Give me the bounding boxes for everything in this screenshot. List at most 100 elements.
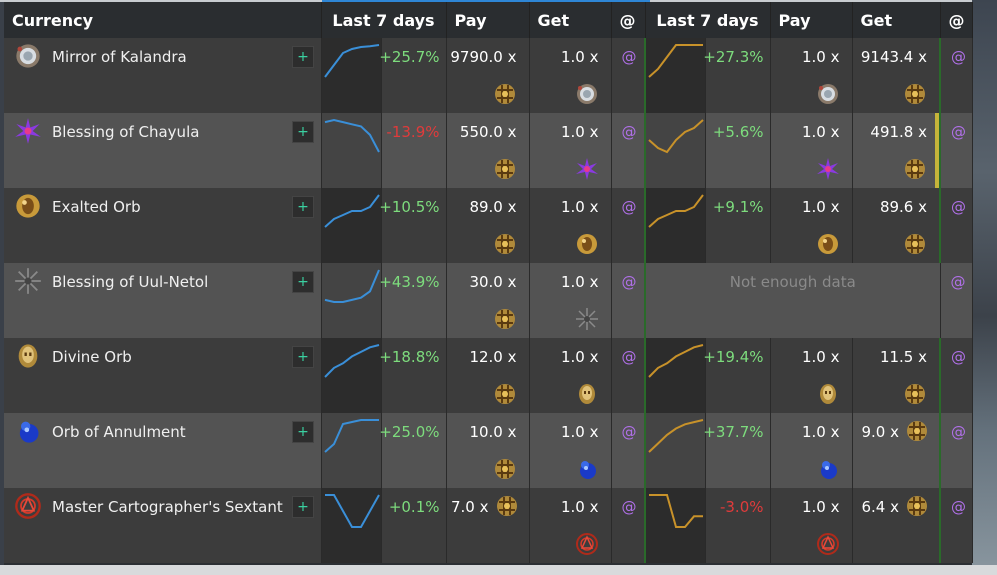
- right-at-cell[interactable]: @: [940, 113, 973, 188]
- tab-indicator: [0, 0, 972, 2]
- right-whisper-link[interactable]: @: [951, 198, 966, 216]
- left-at-cell[interactable]: @: [611, 488, 646, 563]
- left-sparkline: [324, 269, 380, 303]
- left-whisper-link[interactable]: @: [621, 348, 637, 366]
- left-whisper-link[interactable]: @: [621, 273, 637, 291]
- right-whisper-link[interactable]: @: [950, 273, 966, 291]
- mirror-icon: [816, 82, 840, 106]
- exalted-orb-icon: [575, 232, 599, 256]
- left-whisper-link[interactable]: @: [621, 423, 637, 441]
- right-whisper-link[interactable]: @: [951, 48, 966, 66]
- header-at-right[interactable]: @: [940, 2, 973, 38]
- currency-name[interactable]: Blessing of Uul-Netol: [52, 273, 209, 291]
- header-pay-right[interactable]: Pay: [770, 2, 853, 38]
- chaos-orb-icon: [903, 157, 927, 181]
- left-get-value: 1.0 x: [561, 123, 599, 141]
- left-trend-value: +25.7%: [379, 48, 440, 66]
- left-trend-cell: -13.9%: [381, 113, 447, 188]
- left-whisper-link[interactable]: @: [621, 48, 637, 66]
- left-trend-cell: +10.5%: [379, 188, 447, 263]
- currency-cell[interactable]: Exalted Orb +: [4, 188, 322, 263]
- table-row[interactable]: Blessing of Uul-Netol + +43.9% 30.0 x 1.0 x…: [4, 263, 973, 338]
- add-currency-button[interactable]: +: [292, 121, 314, 143]
- table-row[interactable]: Divine Orb + +18.8% 12.0 x 1.0 x @ +19.4% 1.0 …: [4, 338, 973, 413]
- add-currency-button[interactable]: +: [292, 271, 314, 293]
- currency-cell[interactable]: Mirror of Kalandra +: [4, 38, 322, 113]
- header-at-left[interactable]: @: [611, 2, 646, 38]
- add-currency-button[interactable]: +: [292, 346, 314, 368]
- left-sparkline: [323, 44, 379, 78]
- left-trend-value: -13.9%: [386, 123, 440, 141]
- currency-name[interactable]: Mirror of Kalandra: [52, 48, 187, 66]
- left-trend-value: +43.9%: [379, 273, 440, 291]
- header-get-right[interactable]: Get: [852, 2, 941, 38]
- right-whisper-link[interactable]: @: [951, 498, 966, 516]
- right-at-cell[interactable]: @: [940, 338, 973, 413]
- currency-cell[interactable]: Blessing of Uul-Netol +: [4, 263, 322, 338]
- right-at-cell[interactable]: @: [940, 38, 973, 113]
- right-trend-value: +5.6%: [712, 123, 764, 141]
- header-currency[interactable]: Currency: [4, 2, 322, 38]
- left-at-cell[interactable]: @: [611, 338, 646, 413]
- left-pay-cell: 12.0 x: [446, 338, 530, 413]
- header-last7-left[interactable]: Last 7 days: [321, 2, 447, 38]
- sextant-icon: [816, 532, 840, 556]
- add-currency-button[interactable]: +: [292, 421, 314, 443]
- left-trend-value: +18.8%: [379, 348, 440, 366]
- currency-cell[interactable]: Blessing of Chayula +: [4, 113, 322, 188]
- currency-name[interactable]: Orb of Annulment: [52, 423, 186, 441]
- chayula-icon: [14, 117, 42, 145]
- currency-cell[interactable]: Master Cartographer's Sextant +: [4, 488, 322, 563]
- table-row[interactable]: Exalted Orb + +10.5% 89.0 x 1.0 x @ +9.1% 1.0 …: [4, 188, 973, 263]
- left-trend-value: +10.5%: [379, 198, 440, 216]
- left-get-cell: 1.0 x: [529, 488, 612, 563]
- right-at-cell[interactable]: @: [940, 188, 973, 263]
- left-at-cell[interactable]: @: [611, 188, 646, 263]
- currency-cell[interactable]: Orb of Annulment +: [4, 413, 322, 488]
- right-pay-value: 1.0 x: [802, 423, 840, 441]
- chaos-orb-icon: [493, 82, 517, 106]
- left-at-cell[interactable]: @: [611, 38, 646, 113]
- table-row[interactable]: Master Cartographer's Sextant + +0.1% 7.0 …: [4, 488, 973, 563]
- currency-name[interactable]: Master Cartographer's Sextant: [52, 498, 283, 516]
- uul-netol-icon: [575, 307, 599, 331]
- left-at-cell[interactable]: @: [611, 413, 646, 488]
- chayula-icon: [575, 157, 599, 181]
- background-wallpaper: [972, 0, 997, 575]
- right-sparkline: [648, 419, 704, 453]
- left-trend-value: +25.0%: [379, 423, 440, 441]
- add-currency-button[interactable]: +: [292, 46, 314, 68]
- left-whisper-link[interactable]: @: [621, 123, 637, 141]
- table-row[interactable]: Orb of Annulment + +25.0% 10.0 x 1.0 x @ +37.…: [4, 413, 973, 488]
- right-at-cell[interactable]: @: [940, 488, 973, 563]
- header-get-left[interactable]: Get: [529, 2, 612, 38]
- add-currency-button[interactable]: +: [292, 196, 314, 218]
- table-row[interactable]: Mirror of Kalandra + +25.7% 9790.0 x 1.0 x @…: [4, 38, 973, 113]
- left-get-value: 1.0 x: [561, 48, 599, 66]
- header-pay-left[interactable]: Pay: [446, 2, 530, 38]
- table-row[interactable]: Blessing of Chayula + -13.9% 550.0 x 1.0 x @…: [4, 113, 973, 188]
- currency-name[interactable]: Exalted Orb: [52, 198, 141, 216]
- currency-name[interactable]: Blessing of Chayula: [52, 123, 200, 141]
- right-whisper-link[interactable]: @: [951, 123, 966, 141]
- right-whisper-link[interactable]: @: [951, 423, 966, 441]
- left-at-cell[interactable]: @: [611, 263, 646, 338]
- left-trend-cell: +43.9%: [379, 263, 447, 338]
- right-at-cell[interactable]: @: [940, 263, 973, 338]
- add-currency-button[interactable]: +: [292, 496, 314, 518]
- left-whisper-link[interactable]: @: [621, 498, 637, 516]
- right-whisper-link[interactable]: @: [951, 348, 966, 366]
- right-trend-cell: +27.3%: [703, 38, 771, 113]
- right-at-cell[interactable]: @: [940, 413, 973, 488]
- header-last7-right[interactable]: Last 7 days: [645, 2, 771, 38]
- currency-name[interactable]: Divine Orb: [52, 348, 132, 366]
- right-sparkline: [648, 344, 704, 378]
- left-whisper-link[interactable]: @: [621, 198, 637, 216]
- currency-cell[interactable]: Divine Orb +: [4, 338, 322, 413]
- right-get-cell: 11.5 x: [852, 338, 941, 413]
- left-at-cell[interactable]: @: [611, 113, 646, 188]
- right-pay-value: 1.0 x: [802, 123, 840, 141]
- left-get-cell: 1.0 x: [529, 113, 612, 188]
- left-pay-value: 7.0 x: [451, 498, 489, 516]
- left-pay-value: 550.0 x: [459, 123, 517, 141]
